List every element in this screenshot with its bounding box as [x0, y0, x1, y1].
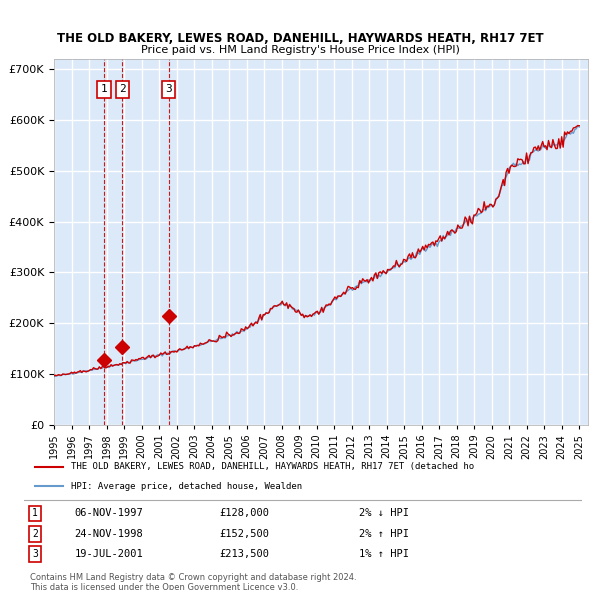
Text: This data is licensed under the Open Government Licence v3.0.: This data is licensed under the Open Gov… — [30, 583, 298, 590]
Text: 3: 3 — [166, 84, 172, 94]
Text: 24-NOV-1998: 24-NOV-1998 — [74, 529, 143, 539]
Text: Price paid vs. HM Land Registry's House Price Index (HPI): Price paid vs. HM Land Registry's House … — [140, 45, 460, 55]
Text: 2% ↓ HPI: 2% ↓ HPI — [359, 509, 409, 519]
Text: HPI: Average price, detached house, Wealden: HPI: Average price, detached house, Weal… — [71, 481, 302, 491]
Text: Contains HM Land Registry data © Crown copyright and database right 2024.: Contains HM Land Registry data © Crown c… — [30, 573, 356, 582]
Text: THE OLD BAKERY, LEWES ROAD, DANEHILL, HAYWARDS HEATH, RH17 7ET: THE OLD BAKERY, LEWES ROAD, DANEHILL, HA… — [56, 32, 544, 45]
Text: 1% ↑ HPI: 1% ↑ HPI — [359, 549, 409, 559]
Text: THE OLD BAKERY, LEWES ROAD, DANEHILL, HAYWARDS HEATH, RH17 7ET (detached ho: THE OLD BAKERY, LEWES ROAD, DANEHILL, HA… — [71, 462, 475, 471]
Text: £128,000: £128,000 — [220, 509, 269, 519]
Text: 06-NOV-1997: 06-NOV-1997 — [74, 509, 143, 519]
Text: 2% ↑ HPI: 2% ↑ HPI — [359, 529, 409, 539]
Text: 1: 1 — [101, 84, 107, 94]
Text: 1: 1 — [32, 509, 38, 519]
Text: 2: 2 — [119, 84, 125, 94]
Text: 19-JUL-2001: 19-JUL-2001 — [74, 549, 143, 559]
Text: 2: 2 — [32, 529, 38, 539]
Text: £213,500: £213,500 — [220, 549, 269, 559]
Text: 3: 3 — [32, 549, 38, 559]
Text: £152,500: £152,500 — [220, 529, 269, 539]
